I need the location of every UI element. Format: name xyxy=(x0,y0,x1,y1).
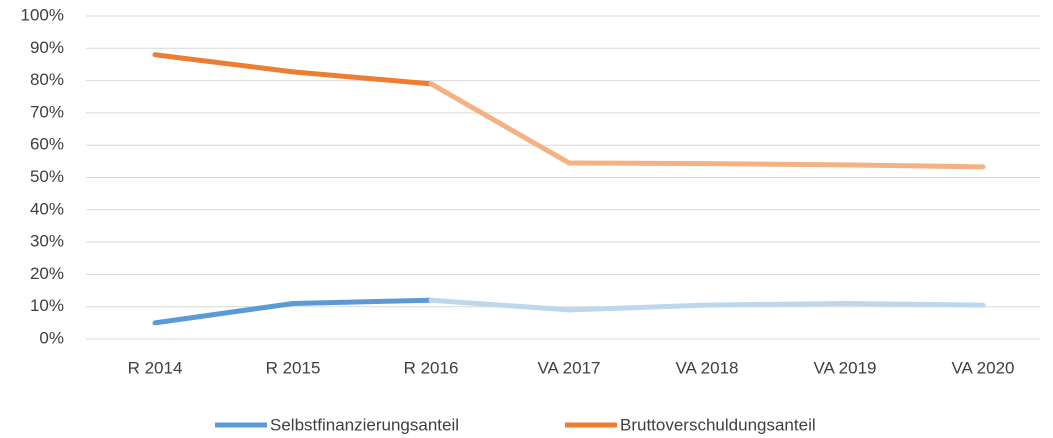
x-tick-label: R 2014 xyxy=(128,358,183,377)
y-tick-label: 50% xyxy=(30,167,64,186)
x-tick-label: VA 2018 xyxy=(675,358,738,377)
y-tick-label: 30% xyxy=(30,232,64,251)
series-segment xyxy=(704,300,848,308)
series-segment xyxy=(566,302,710,313)
series-segment xyxy=(842,300,986,308)
y-tick-label: 100% xyxy=(21,5,64,24)
y-tick-label: 80% xyxy=(30,70,64,89)
series-segment xyxy=(290,69,434,87)
y-tick-label: 40% xyxy=(30,199,64,218)
series-segment xyxy=(704,161,848,168)
legend-label: Selbstfinanzierungsanteil xyxy=(270,415,459,434)
x-tick-label: R 2016 xyxy=(404,358,459,377)
series-segment xyxy=(428,81,572,166)
series-segment xyxy=(566,160,710,167)
y-tick-label: 20% xyxy=(30,264,64,283)
series-segment xyxy=(842,162,986,170)
series-segment xyxy=(152,52,296,75)
x-tick-label: VA 2019 xyxy=(813,358,876,377)
x-tick-label: R 2015 xyxy=(266,358,321,377)
y-tick-label: 10% xyxy=(30,296,64,315)
x-tick-label: VA 2020 xyxy=(951,358,1014,377)
y-tick-label: 70% xyxy=(30,102,64,121)
legend-label: Bruttoverschuldungsanteil xyxy=(620,415,816,434)
series-segment xyxy=(290,297,434,306)
y-tick-label: 60% xyxy=(30,135,64,154)
series-segment xyxy=(428,297,572,313)
x-tick-label: VA 2017 xyxy=(537,358,600,377)
y-tick-label: 0% xyxy=(39,328,64,347)
y-tick-label: 90% xyxy=(30,38,64,57)
series-segment xyxy=(152,300,296,326)
